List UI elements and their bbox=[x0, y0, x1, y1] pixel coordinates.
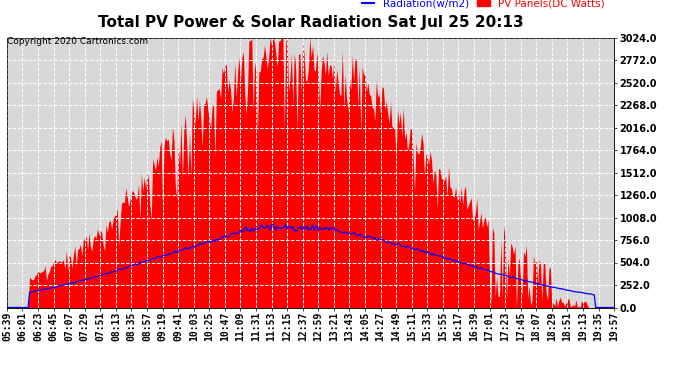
Text: Total PV Power & Solar Radiation Sat Jul 25 20:13: Total PV Power & Solar Radiation Sat Jul… bbox=[98, 15, 523, 30]
Text: Copyright 2020 Cartronics.com: Copyright 2020 Cartronics.com bbox=[7, 38, 148, 46]
Legend: Radiation(w/m2), PV Panels(DC Watts): Radiation(w/m2), PV Panels(DC Watts) bbox=[358, 0, 609, 12]
